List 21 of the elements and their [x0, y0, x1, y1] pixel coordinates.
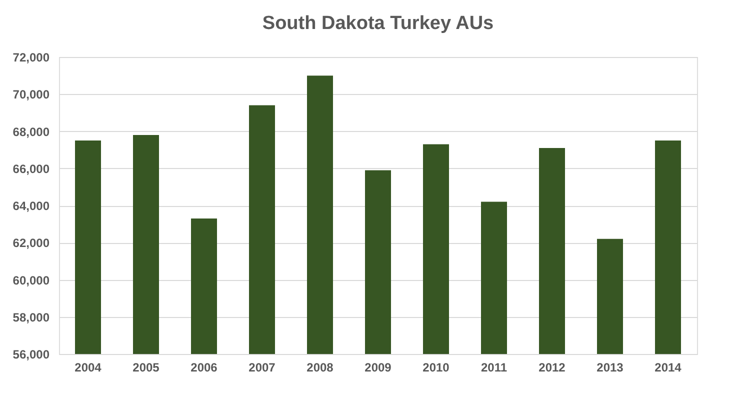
y-tick-label: 72,000 [12, 50, 50, 64]
x-tick-label: 2007 [248, 360, 276, 374]
y-tick-label: 60,000 [12, 273, 50, 288]
x-tick-label: 2005 [132, 360, 160, 374]
y-tick-label: 64,000 [12, 199, 50, 213]
y-tick-label: 66,000 [12, 162, 50, 176]
x-tick-label: 2013 [596, 360, 624, 374]
x-tick-label: 2008 [306, 360, 334, 374]
x-tick-label: 2010 [422, 360, 450, 374]
y-tick-label: 56,000 [12, 348, 50, 362]
y-tick-label: 58,000 [12, 310, 50, 324]
chart-title: South Dakota Turkey AUs [262, 13, 494, 34]
x-tick-label: 2006 [190, 360, 218, 374]
x-tick-label: 2004 [74, 360, 102, 374]
y-tick-label: 62,000 [12, 236, 50, 250]
x-tick-label: 2009 [364, 360, 392, 374]
y-tick-label: 70,000 [12, 88, 50, 102]
x-tick-label: 2012 [538, 360, 566, 374]
x-tick-label: 2014 [654, 360, 682, 374]
y-tick-label: 68,000 [12, 124, 50, 139]
x-tick-label: 2011 [480, 360, 508, 374]
